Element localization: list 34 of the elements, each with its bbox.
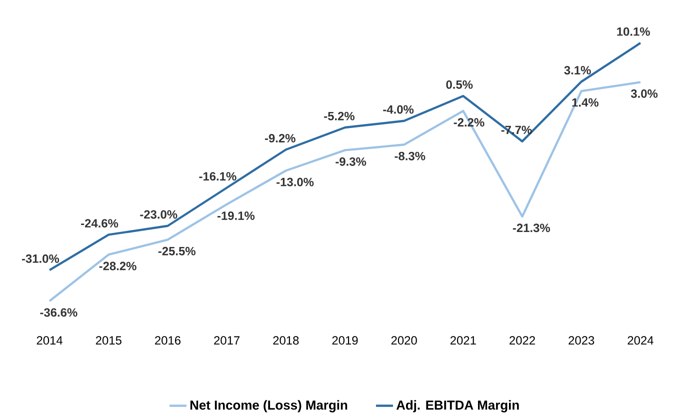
data-label: -36.6% (40, 308, 78, 317)
data-label: -2.2% (454, 118, 484, 126)
x-tick-label: 2024 (628, 336, 654, 344)
data-label: -25.5% (158, 246, 196, 256)
data-label: -28.2% (99, 262, 136, 270)
x-tick-label: 2017 (214, 336, 240, 344)
legend-label: Net Income (Loss) Margin (190, 400, 348, 412)
x-tick-label: 2018 (273, 336, 299, 344)
data-label: 0.5% (446, 80, 473, 89)
x-tick-label: 2016 (155, 336, 180, 344)
data-label: -13.0% (276, 178, 314, 186)
data-label: -5.2% (324, 112, 354, 120)
data-label: -8.3% (394, 152, 426, 160)
x-tick-label: 2015 (96, 336, 122, 344)
x-tick-label: 2014 (36, 336, 62, 344)
data-label: -9.2% (264, 134, 296, 142)
data-label: -9.3% (336, 157, 366, 166)
data-label: -21.3% (512, 224, 550, 232)
data-label: 3.1% (564, 66, 591, 74)
data-label: 1.4% (572, 98, 598, 106)
x-tick-label: 2019 (332, 336, 358, 344)
x-tick-label: 2022 (510, 336, 535, 344)
data-label: 3.0% (630, 89, 658, 98)
data-label: -4.0% (383, 105, 414, 114)
data-label: 10.1% (617, 27, 650, 36)
data-label: -23.0% (140, 210, 178, 219)
data-label: -31.0% (22, 254, 60, 263)
x-tick-label: 2020 (391, 336, 417, 344)
legend-label: Adj. EBITDA Margin (396, 400, 519, 412)
data-label: -16.1% (199, 172, 236, 180)
data-label: -24.6% (81, 218, 118, 228)
x-tick-label: 2021 (450, 336, 476, 344)
data-label: -19.1% (217, 211, 255, 220)
x-tick-label: 2023 (568, 336, 594, 344)
